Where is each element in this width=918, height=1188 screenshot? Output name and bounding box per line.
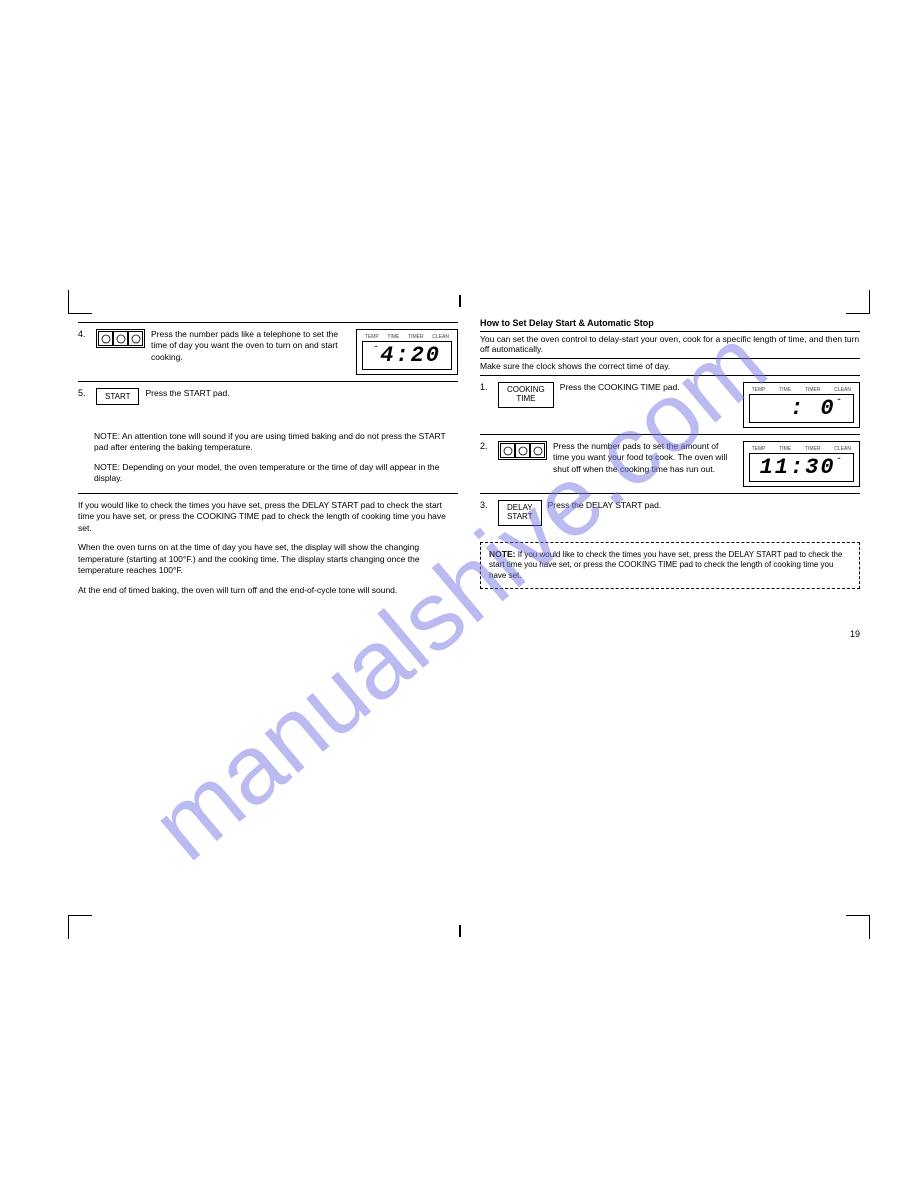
step-row-4: 4. Press the number pads like a telephon… xyxy=(78,325,458,379)
t: COOKING TIME xyxy=(507,385,545,403)
note-text: If you would like to check the times you… xyxy=(489,550,842,581)
crop-tick xyxy=(459,925,461,937)
step-text: Press the DELAY START pad. xyxy=(548,500,860,511)
divider xyxy=(480,493,860,494)
t: cooking time has run out. xyxy=(620,464,715,474)
paragraph: If you would like to check the times you… xyxy=(78,500,458,534)
t: Press the number pads xyxy=(151,329,239,339)
t: Press the number pads to xyxy=(553,441,650,451)
lbl: TIME xyxy=(779,387,791,393)
divider xyxy=(480,434,860,435)
crop-mark xyxy=(68,290,92,314)
t: DELAY START xyxy=(507,503,533,521)
lbl: TIMER xyxy=(805,446,821,452)
step-number: 5. xyxy=(78,388,90,398)
t: want your food to cook. The xyxy=(588,452,693,462)
t: like a telephone to set the xyxy=(241,329,338,339)
intro: Make sure the clock shows the correct ti… xyxy=(480,361,860,371)
lbl: TEMP xyxy=(752,446,766,452)
divider xyxy=(480,375,860,376)
step-number: 4. xyxy=(78,329,90,339)
t: cooking. xyxy=(151,352,183,362)
divider xyxy=(78,322,458,323)
lbl: TIMER xyxy=(805,387,821,393)
lbl: CLEAN xyxy=(834,446,851,452)
note: NOTE: Depending on your model, the oven … xyxy=(94,462,458,485)
step-text: Press the number pads like a telephone t… xyxy=(151,329,350,363)
start-pad: START xyxy=(96,388,139,405)
intro: You can set the oven control to delay-st… xyxy=(480,334,860,354)
oven-display: TEMP TIME TIMER CLEAN : 0ˆ xyxy=(743,382,860,428)
right-page: How to Set Delay Start & Automatic Stop … xyxy=(480,310,860,639)
step-row-5: 5. START Press the START pad. xyxy=(78,384,458,409)
note-box: NOTE: If you would like to check the tim… xyxy=(480,542,860,589)
crop-tick xyxy=(459,295,461,307)
step-text: Press the number pads to set the amount … xyxy=(553,441,737,475)
lbl: CLEAN xyxy=(432,334,449,340)
lbl: TIME xyxy=(779,446,791,452)
note: NOTE: An attention tone will sound if yo… xyxy=(94,431,458,454)
paragraph: At the end of timed baking, the oven wil… xyxy=(78,585,458,596)
lbl: CLEAN xyxy=(834,387,851,393)
digits: 11:30 xyxy=(760,455,836,480)
lbl: TIMER xyxy=(408,334,424,340)
step-text: Press the COOKING TIME pad. xyxy=(560,382,737,393)
paragraph: When the oven turns on at the time of da… xyxy=(78,542,458,576)
divider xyxy=(480,331,860,332)
step-row-2: 2. Press the number pads to set the amou… xyxy=(480,437,860,491)
crop-mark xyxy=(846,915,870,939)
divider xyxy=(78,381,458,382)
oven-display: TEMP TIME TIMER CLEAN 11:30ˆ xyxy=(743,441,860,487)
divider xyxy=(78,493,458,494)
step-number: 1. xyxy=(480,382,492,392)
section-title: How to Set Delay Start & Automatic Stop xyxy=(480,318,860,328)
t: time of day you want the xyxy=(151,340,243,350)
number-pad-icon xyxy=(498,441,547,460)
step-text: Press the START pad. xyxy=(145,388,458,399)
digits: : 0 xyxy=(790,396,836,421)
lbl: TEMP xyxy=(752,387,766,393)
lbl: TIME xyxy=(387,334,399,340)
cooking-time-pad: COOKING TIME xyxy=(498,382,554,408)
lbl: TEMP xyxy=(365,334,379,340)
oven-display: TEMP TIME TIMER CLEAN ˆ4:20 xyxy=(356,329,458,375)
step-row-1: 1. COOKING TIME Press the COOKING TIME p… xyxy=(480,378,860,432)
step-number: 2. xyxy=(480,441,492,451)
number-pad-icon xyxy=(96,329,145,348)
t: oven to turn on and start xyxy=(246,340,338,350)
note-title: NOTE: xyxy=(489,549,515,559)
step-number: 3. xyxy=(480,500,492,510)
digits: 4:20 xyxy=(380,343,441,368)
page-number: 19 xyxy=(480,629,860,639)
step-row-3: 3. DELAY START Press the DELAY START pad… xyxy=(480,496,860,530)
crop-mark xyxy=(68,915,92,939)
divider xyxy=(480,358,860,359)
left-page: 4. Press the number pads like a telephon… xyxy=(78,320,458,596)
delay-start-pad: DELAY START xyxy=(498,500,542,526)
